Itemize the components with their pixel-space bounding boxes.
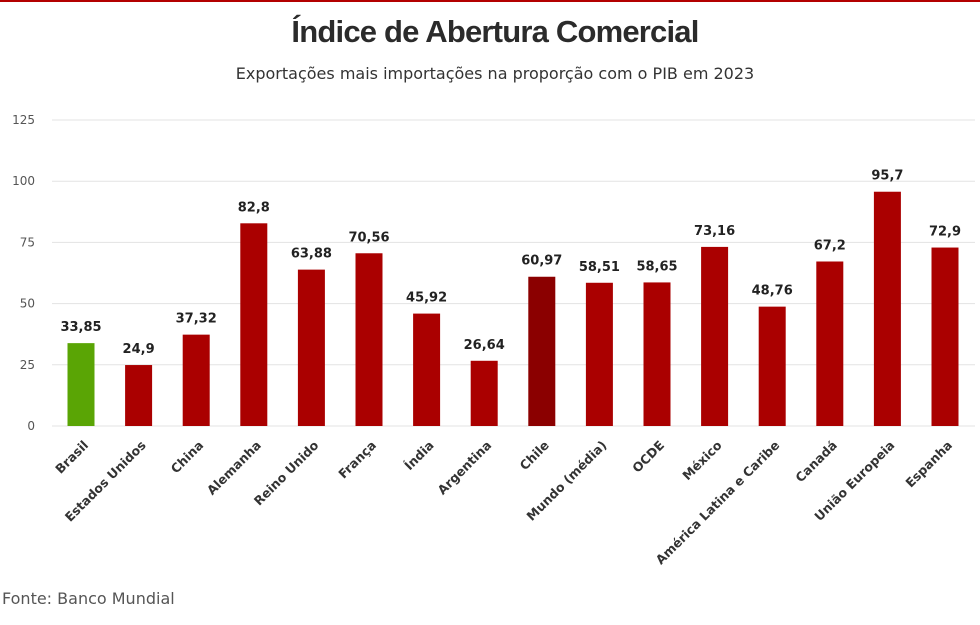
value-label: 60,97 [521,254,562,269]
y-tick-label: 125 [12,113,35,127]
source-note: Fonte: Banco Mundial [2,589,175,608]
y-tick-label: 100 [12,174,35,188]
x-tick-label: OCDE [629,438,667,476]
x-tick-label: Argentina [434,438,494,498]
value-label: 33,85 [60,320,101,335]
bar-5 [297,269,325,426]
bar-2 [125,365,153,426]
y-tick-label: 50 [20,297,35,311]
value-label: 63,88 [291,247,332,262]
bar-6 [355,253,383,426]
value-label: 24,9 [123,342,155,357]
value-label: 37,32 [176,312,217,327]
bar-10 [585,282,613,426]
value-label: 82,8 [238,200,270,215]
bar-chart: 0 25 50 75 100 125 33,85 24,9 37,32 82,8 63,88 70,… [12,113,975,567]
value-labels: 33,85 24,9 37,32 82,8 63,88 70,56 45,92 26,64 60… [60,169,961,357]
x-tick-label: México [679,437,725,483]
value-label: 45,92 [406,291,447,306]
chart-subtitle: Exportações mais importações na proporçã… [235,64,755,83]
value-label: 58,51 [579,260,620,275]
y-axis-ticks: 0 25 50 75 100 125 [12,113,35,433]
bar-9 [528,276,556,426]
y-tick-label: 25 [20,358,35,372]
y-tick-label: 75 [20,235,35,249]
x-tick-label: Canadá [792,438,840,486]
bar-7 [413,313,441,426]
bar-1 [67,343,95,426]
value-label: 73,16 [694,224,735,239]
bar-4 [240,223,268,426]
x-tick-label: Alemanha [204,438,264,498]
chart-title: Índice de Abertura Comercial [291,14,699,49]
bar-16 [931,247,959,426]
bar-12 [701,246,729,426]
x-tick-label: França [335,438,379,482]
value-label: 26,64 [464,338,505,353]
top-rule [0,0,980,2]
bar-14 [816,261,844,426]
value-label: 67,2 [814,238,846,253]
bar-11 [643,282,671,426]
value-label: 95,7 [871,169,903,184]
x-tick-label: Brasil [52,438,91,477]
bar-13 [758,306,786,426]
bar-3 [182,334,210,426]
value-label: 58,65 [636,259,677,274]
x-tick-label: América Latina e Caribe [653,438,783,568]
x-tick-label: Chile [516,438,551,473]
x-tick-label: Espanha [902,438,955,491]
x-tick-label: China [168,438,207,477]
value-label: 48,76 [752,284,793,299]
bar-8 [470,360,498,426]
bars [67,191,959,426]
x-tick-label: Índia [401,438,437,474]
value-label: 70,56 [348,230,389,245]
value-label: 72,9 [929,225,961,240]
bar-15 [873,191,901,426]
y-tick-label: 0 [27,419,35,433]
